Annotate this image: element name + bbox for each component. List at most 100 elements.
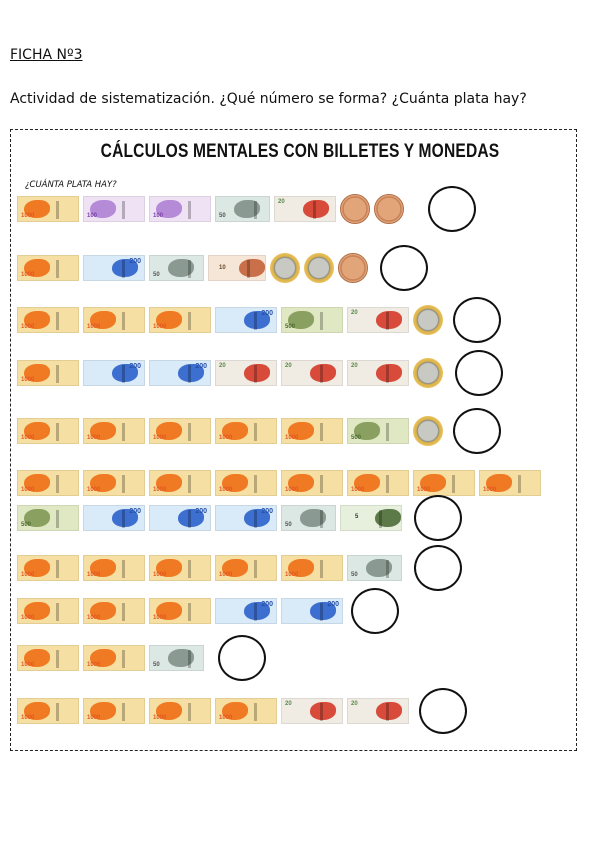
bill-portrait xyxy=(156,702,182,720)
bill-portrait xyxy=(178,364,204,382)
bill-1000-pesos: 1000 xyxy=(149,598,211,624)
coin-2-peso xyxy=(270,253,300,283)
answer-circle[interactable] xyxy=(428,186,476,232)
bill-portrait xyxy=(376,311,402,329)
money-row: 1000 1000 50 xyxy=(17,635,266,681)
bill-1000-pesos: 1000 xyxy=(149,555,211,581)
bill-1000-pesos: 1000 xyxy=(281,555,343,581)
bill-strip xyxy=(320,603,323,621)
bill-strip xyxy=(320,510,323,528)
bill-denomination: 50 xyxy=(153,662,160,668)
bill-1000-pesos: 1000 xyxy=(83,555,145,581)
bill-1000-pesos: 1000 xyxy=(17,470,79,496)
bill-50-pesos: 50 xyxy=(215,196,270,222)
bill-200-pesos: 200 xyxy=(281,598,343,624)
bill-portrait xyxy=(222,474,248,492)
answer-circle[interactable] xyxy=(380,245,428,291)
bill-1000-pesos: 1000 xyxy=(215,698,277,724)
bill-portrait xyxy=(90,311,116,329)
bill-portrait xyxy=(244,509,270,527)
bill-strip xyxy=(122,650,125,668)
bill-portrait xyxy=(244,311,270,329)
bill-denomination: 200 xyxy=(195,508,207,515)
bill-strip xyxy=(188,423,191,441)
bill-portrait xyxy=(90,702,116,720)
answer-circle[interactable] xyxy=(419,688,467,734)
exercise-box xyxy=(10,129,577,751)
answer-circle[interactable] xyxy=(453,297,501,343)
bill-200-pesos: 200 xyxy=(149,360,211,386)
bill-portrait xyxy=(244,602,270,620)
bill-portrait xyxy=(222,702,248,720)
bill-denomination: 20 xyxy=(219,363,226,369)
bill-portrait xyxy=(156,559,182,577)
bill-denomination: 1000 xyxy=(87,324,101,330)
bill-portrait xyxy=(90,200,116,218)
bill-1000-pesos: 1000 xyxy=(149,470,211,496)
bill-portrait xyxy=(486,474,512,492)
bill-strip xyxy=(386,365,389,383)
bill-5-pesos: 5 xyxy=(340,505,402,531)
bill-strip xyxy=(386,423,389,441)
bill-strip xyxy=(56,365,59,383)
bill-strip xyxy=(122,603,125,621)
bill-strip xyxy=(320,365,323,383)
bill-1000-pesos: 1000 xyxy=(17,307,79,333)
bill-portrait xyxy=(303,200,329,218)
bill-strip xyxy=(188,201,191,219)
bill-20-pesos: 20 xyxy=(274,196,336,222)
bill-denomination: 20 xyxy=(278,199,285,205)
bill-denomination: 1000 xyxy=(21,377,35,383)
coin-2-peso xyxy=(304,253,334,283)
answer-circle[interactable] xyxy=(351,588,399,634)
bill-portrait xyxy=(90,474,116,492)
bill-denomination: 1000 xyxy=(153,572,167,578)
bill-portrait xyxy=(354,474,380,492)
bill-denomination: 1000 xyxy=(87,487,101,493)
bill-portrait xyxy=(376,702,402,720)
bill-denomination: 200 xyxy=(261,601,273,608)
bill-500-pesos: 500 xyxy=(17,505,79,531)
bill-20-pesos: 20 xyxy=(347,698,409,724)
bill-denomination: 1000 xyxy=(21,324,35,330)
bill-portrait xyxy=(375,509,401,527)
bill-strip xyxy=(56,510,59,528)
bill-portrait xyxy=(24,311,50,329)
bill-portrait xyxy=(310,602,336,620)
bill-portrait xyxy=(112,509,138,527)
bill-1000-pesos: 1000 xyxy=(17,418,79,444)
coin-2-peso xyxy=(413,358,443,388)
bill-portrait xyxy=(24,649,50,667)
bill-1000-pesos: 1000 xyxy=(281,470,343,496)
bill-200-pesos: 200 xyxy=(215,598,277,624)
bill-strip xyxy=(320,475,323,493)
bill-denomination: 1000 xyxy=(219,572,233,578)
answer-circle[interactable] xyxy=(414,545,462,591)
bill-portrait xyxy=(239,259,265,277)
bill-strip xyxy=(188,260,191,278)
bill-denomination: 20 xyxy=(351,701,358,707)
answer-circle[interactable] xyxy=(455,350,503,396)
bill-strip xyxy=(56,423,59,441)
bill-1000-pesos: 1000 xyxy=(347,470,409,496)
answer-circle[interactable] xyxy=(453,408,501,454)
bill-strip xyxy=(56,560,59,578)
answer-circle[interactable] xyxy=(414,495,462,541)
bill-1000-pesos: 1000 xyxy=(83,470,145,496)
bill-denomination: 20 xyxy=(285,363,292,369)
bill-50-pesos: 50 xyxy=(149,255,204,281)
bill-strip xyxy=(56,201,59,219)
bill-denomination: 100 xyxy=(153,213,164,219)
bill-200-pesos: 200 xyxy=(215,505,277,531)
bill-portrait xyxy=(168,649,194,667)
bill-denomination: 1000 xyxy=(219,435,233,441)
answer-circle[interactable] xyxy=(218,635,266,681)
bill-portrait xyxy=(24,509,50,527)
bill-strip xyxy=(122,560,125,578)
bill-strip xyxy=(122,510,125,528)
bill-strip xyxy=(188,312,191,330)
bill-denomination: 200 xyxy=(261,310,273,317)
bill-1000-pesos: 1000 xyxy=(83,698,145,724)
bill-strip xyxy=(122,312,125,330)
bill-strip xyxy=(254,703,257,721)
